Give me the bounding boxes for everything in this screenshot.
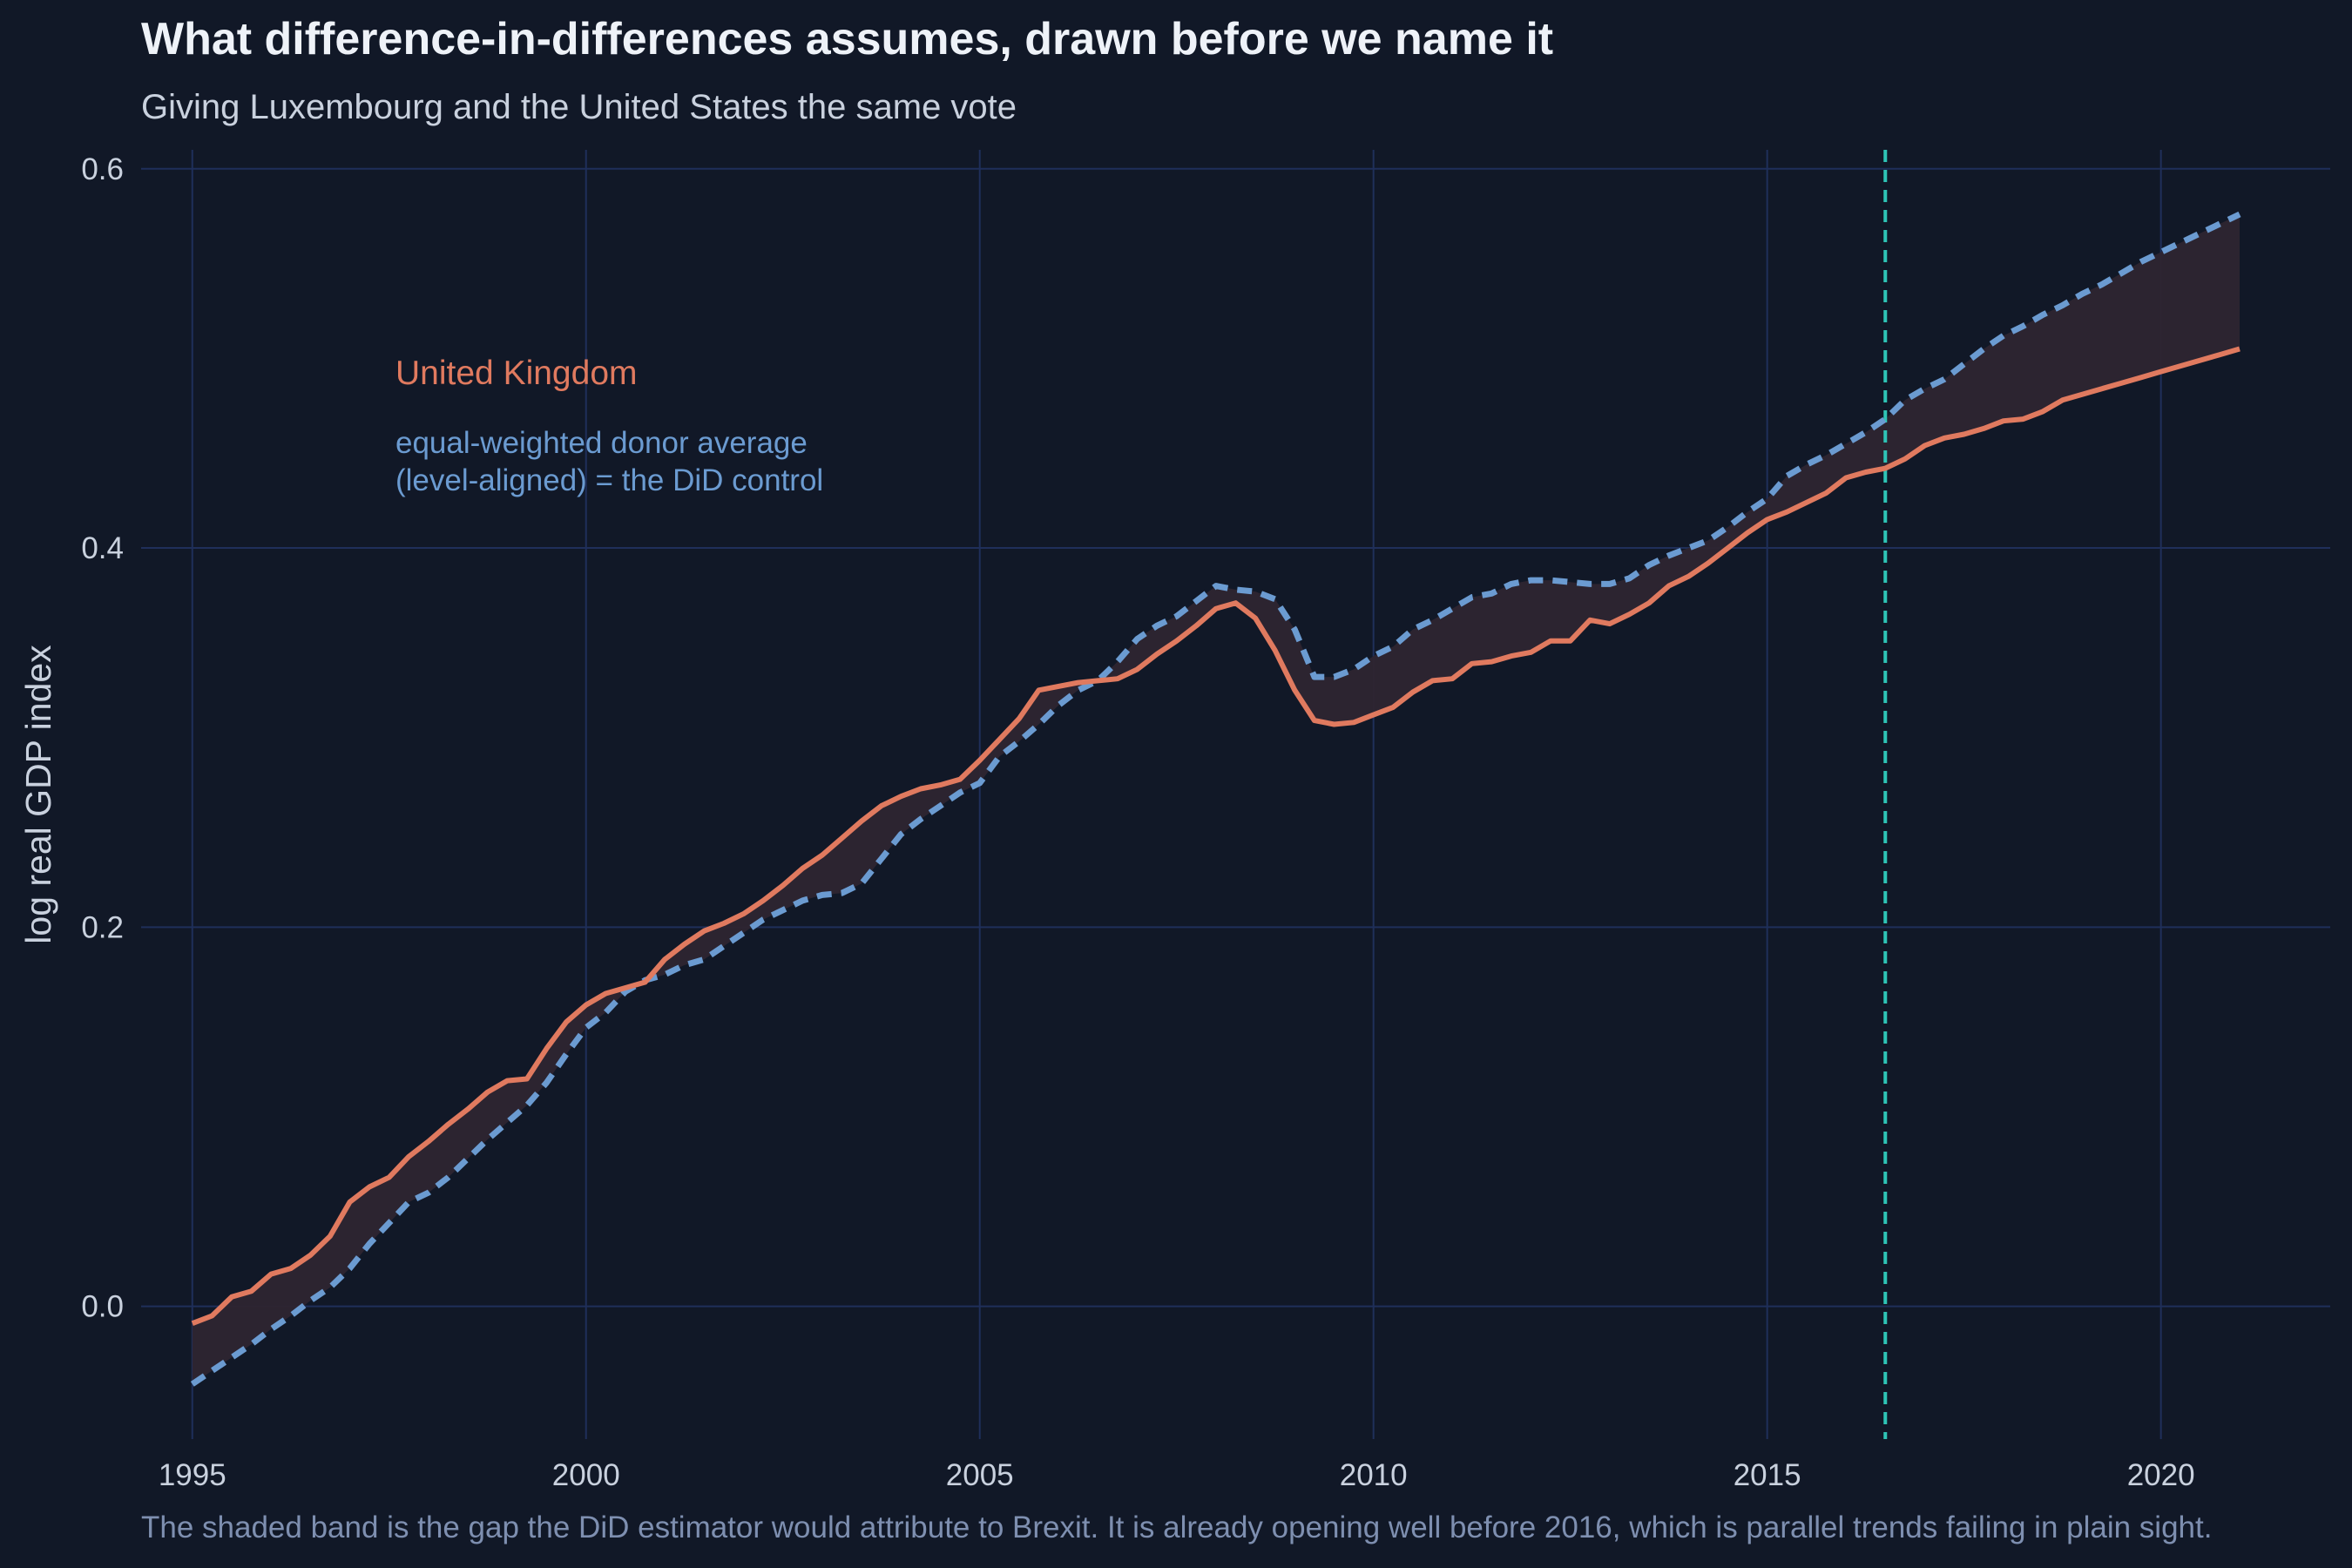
chart-title: What difference-in-differences assumes, …: [141, 14, 1553, 64]
y-tick-label: 0.2: [81, 910, 124, 944]
series-line-united-kingdom: [191, 346, 2240, 1326]
y-tick-label: 0.0: [81, 1290, 124, 1324]
x-tick-label: 2010: [1340, 1458, 1408, 1492]
y-axis-label: log real GDP index: [18, 645, 58, 944]
x-tick-label: 1995: [159, 1458, 226, 1492]
x-tick-label: 2015: [1734, 1458, 1801, 1492]
x-tick-labels: 1995 2000 2005 2010 2015 2020: [159, 1458, 2195, 1492]
y-tick-label: 0.6: [81, 152, 124, 186]
chart-subtitle: Giving Luxembourg and the United States …: [141, 88, 1017, 126]
donor-series-label-line2: (level-aligned) = the DiD control: [395, 463, 823, 497]
x-tick-label: 2000: [552, 1458, 620, 1492]
gap-band: [192, 214, 2240, 1384]
series-lines: [190, 211, 2241, 1387]
uk-series-label: United Kingdom: [395, 355, 638, 392]
x-tick-label: 2005: [946, 1458, 1014, 1492]
y-tick-label: 0.4: [81, 531, 124, 565]
gap-band-area: [192, 214, 2240, 1384]
x-tick-label: 2020: [2127, 1458, 2195, 1492]
donor-series-label-line1: equal-weighted donor average: [395, 426, 808, 460]
chart-caption: The shaded band is the gap the DiD estim…: [141, 1511, 2212, 1544]
y-tick-labels: 0.0 0.2 0.4 0.6: [81, 152, 124, 1324]
series-line-donor-average: [190, 211, 2241, 1387]
